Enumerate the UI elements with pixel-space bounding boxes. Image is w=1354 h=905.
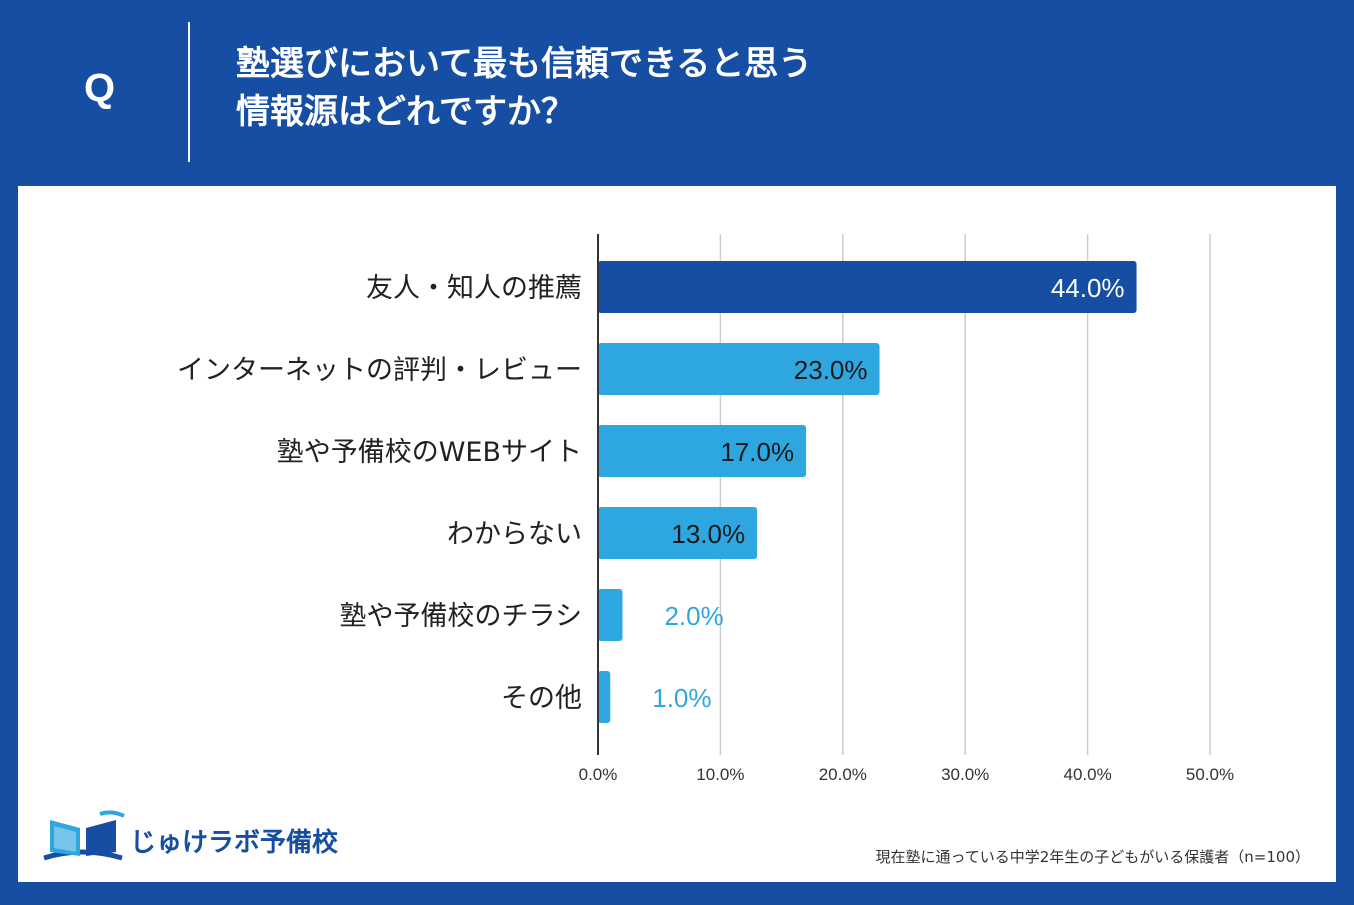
data-label: 17.0% xyxy=(720,437,794,467)
question-title-line-2: 情報源はどれですか？ xyxy=(236,92,575,132)
brand-name: じゅけラボ予備校 xyxy=(130,828,339,858)
question-title-line-1: 塾選びにおいて最も信頼できると思う xyxy=(236,44,813,84)
category-label: 友人・知人の推薦 xyxy=(366,273,582,304)
x-tick-label: 50.0% xyxy=(1186,765,1234,784)
category-label: わからない xyxy=(447,519,582,550)
data-label: 23.0% xyxy=(794,355,868,385)
bar xyxy=(598,507,758,559)
brand-logo: じゅけラボ予備校 xyxy=(38,806,368,868)
question-header: Q 塾選びにおいて最も信頼できると思う 情報源はどれですか？ xyxy=(0,0,1354,186)
bar xyxy=(598,261,1137,313)
data-label: 44.0% xyxy=(1051,273,1125,303)
bar xyxy=(598,671,611,723)
x-tick-label: 10.0% xyxy=(696,765,744,784)
question-label: Q xyxy=(84,66,116,110)
data-label: 1.0% xyxy=(652,683,711,713)
bar xyxy=(598,425,807,477)
data-label: 2.0% xyxy=(664,601,723,631)
bar xyxy=(598,589,623,641)
question-title: 塾選びにおいて最も信頼できると思う 情報源はどれですか？ xyxy=(236,40,812,136)
survey-footnote: 現在塾に通っている中学2年生の子どもがいる保護者（n=100） xyxy=(875,848,1310,866)
bar xyxy=(598,343,880,395)
category-label: 塾や予備校のWEBサイト xyxy=(277,437,582,468)
category-label: 塾や予備校のチラシ xyxy=(340,601,582,632)
x-tick-label: 30.0% xyxy=(941,765,989,784)
x-tick-label: 40.0% xyxy=(1063,765,1111,784)
open-book-icon xyxy=(43,810,125,861)
data-label: 13.0% xyxy=(671,519,745,549)
x-tick-label: 0.0% xyxy=(579,765,618,784)
x-tick-label: 20.0% xyxy=(819,765,867,784)
header-divider xyxy=(188,22,190,162)
category-label: その他 xyxy=(501,683,582,714)
category-label: インターネットの評判・レビュー xyxy=(177,355,582,386)
